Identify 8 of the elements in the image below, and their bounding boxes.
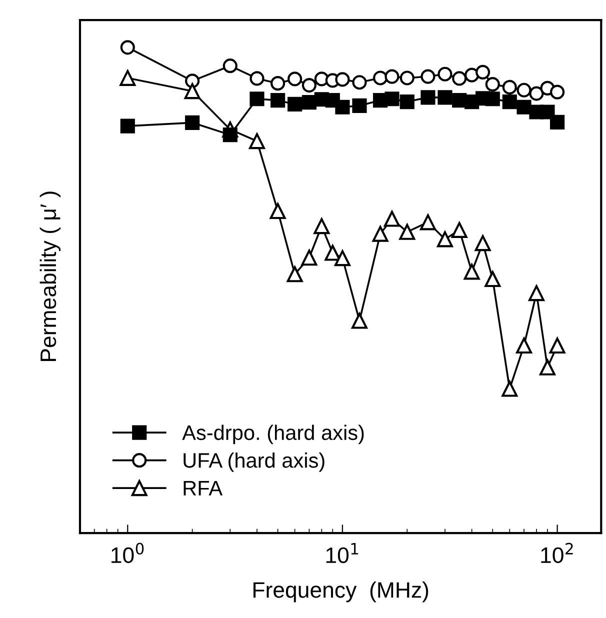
x-tick-label: 10$^{1}$ bbox=[326, 543, 358, 564]
y-axis-title: Permeability ( μ′ ) bbox=[40, 192, 61, 362]
x-axis-title: Frequency (MHz) bbox=[253, 582, 428, 602]
legend-label: UFA (hard axis) bbox=[184, 452, 324, 472]
x-tick-label: 10$^{2}$ bbox=[541, 542, 573, 564]
legend-label: As-drpo. (hard axis) bbox=[182, 424, 364, 444]
legend-label: RFA bbox=[184, 481, 223, 496]
x-tick-label: 10$^{0}$ bbox=[112, 542, 144, 564]
